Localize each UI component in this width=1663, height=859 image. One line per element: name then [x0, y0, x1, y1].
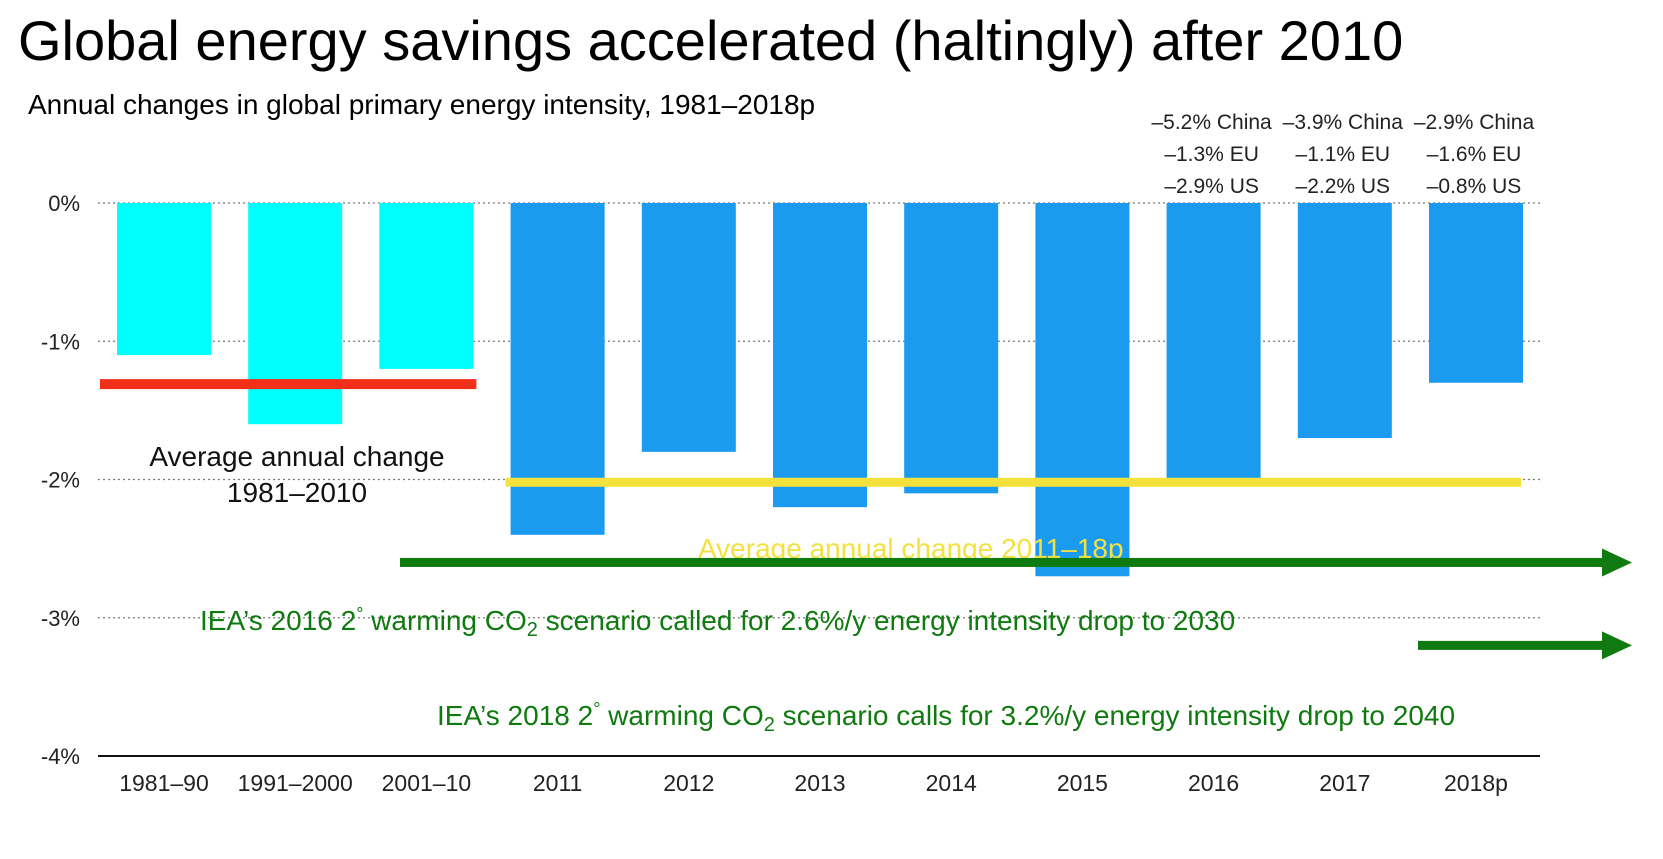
bar: [904, 203, 999, 494]
average-label-line2: 1981–2010: [227, 477, 367, 508]
regional-note-line: –1.6% EU: [1427, 143, 1522, 166]
bar: [1166, 203, 1261, 480]
x-tick-label: 2013: [794, 770, 845, 796]
scenario-label-part: °: [593, 699, 600, 719]
regional-note-line: –3.9% China: [1283, 111, 1404, 134]
y-axis: 0% -1% -2% -3% -4%: [41, 191, 80, 769]
scenario-label-part: warming CO: [600, 700, 763, 731]
scenario-label: IEA’s 2018 2° warming CO2 scenario calls…: [437, 699, 1455, 736]
x-tick-label: 2015: [1057, 770, 1108, 796]
x-tick-label: 1991–2000: [238, 770, 353, 796]
x-tick-label: 1981–90: [119, 770, 209, 796]
regional-notes: –5.2% China –1.3% EU –2.9% US –3.9% China –1…: [1151, 111, 1534, 198]
bar: [773, 203, 867, 508]
y-tick-label: 0%: [48, 191, 80, 216]
scenario-label-part: 2: [527, 619, 538, 641]
scenario-label-part: scenario calls for 3.2%/y energy intensi…: [775, 700, 1455, 731]
bar: [1429, 203, 1523, 383]
x-tick-label: 2001–10: [382, 770, 472, 796]
scenario-arrow-shaft: [1418, 640, 1606, 650]
y-tick-label: -2%: [41, 468, 80, 493]
bar: [1297, 203, 1392, 439]
regional-note-line: –2.9% US: [1164, 175, 1259, 198]
x-axis: 1981–90 1991–2000 2001–10 2011 2012 2013 2014 2…: [119, 770, 1508, 796]
bar: [1035, 203, 1130, 577]
scenario-label-part: scenario called for 2.6%/y energy intens…: [538, 605, 1235, 636]
bar: [248, 203, 343, 425]
x-tick-label: 2018p: [1444, 770, 1508, 796]
scenario-label-part: IEA’s 2018 2: [437, 700, 593, 731]
regional-note-line: –2.2% US: [1296, 175, 1391, 198]
scenario-label: IEA’s 2016 2° warming CO2 scenario calle…: [200, 604, 1235, 641]
bar: [641, 203, 736, 452]
average-line-2011-2018: [505, 477, 1522, 487]
x-tick-label: 2017: [1319, 770, 1370, 796]
y-tick-label: -3%: [41, 606, 80, 631]
bars: [117, 203, 1523, 577]
scenario-arrow-head: [1602, 631, 1632, 660]
scenario-label-part: IEA’s 2016 2: [200, 605, 356, 636]
average-line-1981-2010: [100, 379, 477, 390]
x-tick-label: 2016: [1188, 770, 1239, 796]
chart-subtitle: Annual changes in global primary energy …: [28, 89, 815, 120]
average-label-line1: Average annual change: [149, 441, 444, 472]
bar: [117, 203, 211, 356]
y-tick-label: -1%: [41, 329, 80, 354]
scenario-arrow-head: [1602, 548, 1632, 577]
x-tick-label: 2014: [926, 770, 977, 796]
scenario-label-part: 2: [764, 714, 775, 736]
bar: [379, 203, 474, 369]
scenario-arrow-shaft: [400, 557, 1606, 567]
y-tick-label: -4%: [41, 744, 80, 769]
scenario-label-part: warming CO: [363, 605, 526, 636]
regional-note-line: –0.8% US: [1427, 175, 1522, 198]
x-tick-label: 2011: [533, 770, 582, 796]
regional-note-line: –5.2% China: [1151, 111, 1272, 134]
scenario-arrows: IEA’s 2016 2° warming CO2 scenario calle…: [200, 548, 1632, 736]
scenario-label-part: °: [356, 604, 363, 624]
chart-title: Global energy savings accelerated (halti…: [18, 9, 1403, 72]
x-tick-label: 2012: [663, 770, 714, 796]
regional-note-line: –2.9% China: [1414, 111, 1535, 134]
regional-note-line: –1.3% EU: [1164, 143, 1259, 166]
regional-note-line: –1.1% EU: [1296, 143, 1391, 166]
